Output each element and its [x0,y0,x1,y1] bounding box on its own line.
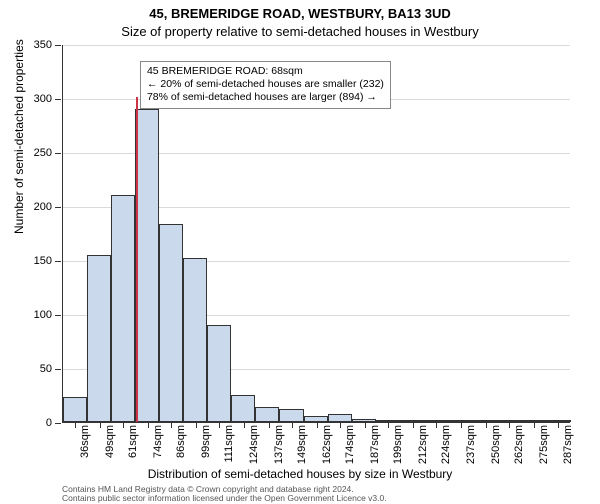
y-tick [55,99,61,100]
x-tick-label: 275sqm [538,425,550,465]
x-tick-label: 99sqm [200,425,212,465]
reference-marker [136,97,138,422]
histogram-bar [496,420,520,422]
histogram-bar [183,258,207,422]
x-tick-label: 61sqm [127,425,139,465]
x-tick-label: 162sqm [321,425,333,465]
x-tick-label: 187sqm [369,425,381,465]
x-tick [486,422,487,428]
x-tick [75,422,76,428]
x-tick-label: 199sqm [392,425,404,465]
x-tick-label: 149sqm [296,425,308,465]
y-tick-label: 50 [40,363,52,375]
histogram-bar [279,409,303,422]
histogram-bar [472,420,496,422]
histogram-bar [352,419,376,422]
x-tick [558,422,559,428]
histogram-bar [135,109,159,422]
x-tick [292,422,293,428]
x-tick-label: 262sqm [513,425,525,465]
histogram-bar [159,224,183,422]
x-tick-label: 137sqm [273,425,285,465]
histogram-bar [328,414,352,422]
chart-container: 45, BREMERIDGE ROAD, WESTBURY, BA13 3UD … [0,0,600,500]
x-tick [196,422,197,428]
x-tick [171,422,172,428]
x-tick-label: 74sqm [152,425,164,465]
histogram-bar [63,397,87,422]
histogram-bar [231,395,255,422]
x-tick [148,422,149,428]
x-tick-label: 224sqm [440,425,452,465]
annotation-line: 45 BREMERIDGE ROAD: 68sqm [147,65,384,78]
y-tick [55,369,61,370]
y-tick [55,261,61,262]
histogram-bar [520,420,544,422]
x-tick [365,422,366,428]
histogram-bar [304,416,328,422]
x-tick-label: 124sqm [248,425,260,465]
histogram-bar [400,420,424,422]
annotation-line: ← 20% of semi-detached houses are smalle… [147,78,384,91]
x-tick [317,422,318,428]
footer-line-2: Contains public sector information licen… [62,494,387,503]
chart-title-address: 45, BREMERIDGE ROAD, WESTBURY, BA13 3UD [0,6,600,21]
y-tick [55,315,61,316]
x-tick [388,422,389,428]
grid-line [63,45,570,46]
y-tick-label: 250 [34,147,52,159]
chart-title-desc: Size of property relative to semi-detach… [0,24,600,39]
x-tick-label: 212sqm [417,425,429,465]
histogram-bar [87,255,111,422]
x-tick [100,422,101,428]
y-axis-label: Number of semi-detached properties [12,39,26,234]
x-tick [413,422,414,428]
histogram-bar [207,325,231,422]
x-tick-label: 237sqm [465,425,477,465]
annotation-line: 78% of semi-detached houses are larger (… [147,91,384,104]
y-tick [55,153,61,154]
y-tick-label: 300 [34,93,52,105]
histogram-bar [255,407,279,422]
x-tick-label: 49sqm [104,425,116,465]
x-tick [461,422,462,428]
histogram-bar [448,420,472,422]
x-tick [509,422,510,428]
x-tick [123,422,124,428]
y-tick-label: 150 [34,255,52,267]
x-tick [269,422,270,428]
y-tick [55,45,61,46]
plot-area: 36sqm49sqm61sqm74sqm86sqm99sqm111sqm124s… [62,45,570,423]
x-tick-label: 287sqm [562,425,574,465]
x-tick-label: 86sqm [175,425,187,465]
x-tick-label: 174sqm [344,425,356,465]
x-tick [436,422,437,428]
x-tick-label: 111sqm [223,425,235,465]
y-tick-label: 0 [46,417,52,429]
y-tick-label: 100 [34,309,52,321]
x-tick-label: 36sqm [79,425,91,465]
y-tick-label: 200 [34,201,52,213]
histogram-bar [111,195,135,422]
y-tick [55,207,61,208]
x-tick-label: 250sqm [490,425,502,465]
x-axis-label: Distribution of semi-detached houses by … [0,467,600,481]
y-tick-label: 350 [34,39,52,51]
x-tick [340,422,341,428]
x-tick [219,422,220,428]
x-tick [534,422,535,428]
footer-text: Contains HM Land Registry data © Crown c… [62,485,387,504]
x-tick [244,422,245,428]
y-tick [55,423,61,424]
annotation-box: 45 BREMERIDGE ROAD: 68sqm← 20% of semi-d… [140,61,391,108]
